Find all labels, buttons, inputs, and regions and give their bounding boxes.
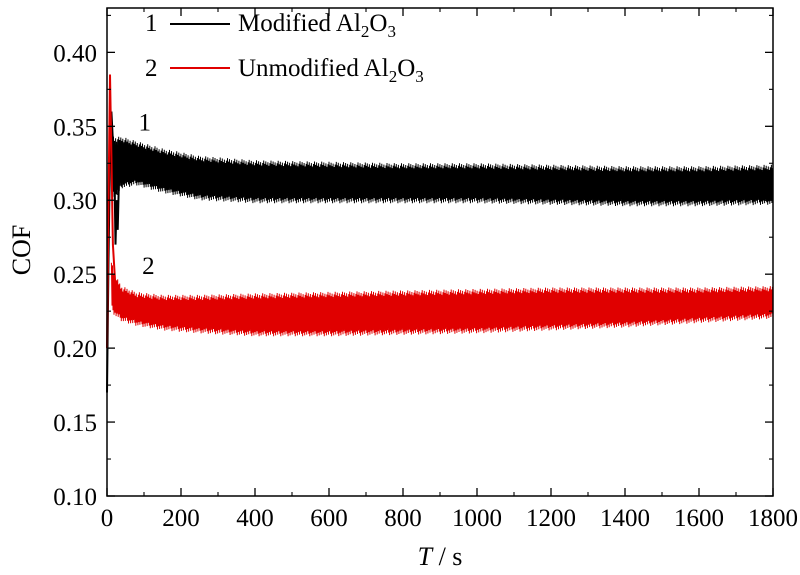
legend-entry-modified: 1 Modified Al2O3	[145, 10, 396, 41]
curve-label-1: 1	[138, 110, 151, 137]
legend-label-subscript: 3	[415, 67, 424, 86]
plot-data	[106, 74, 774, 393]
series-1-oscillation	[110, 133, 774, 207]
plot-frame	[106, 7, 774, 497]
x-axis-title: T / s	[418, 542, 463, 571]
x-tick-label: 0	[101, 505, 114, 532]
series-1-dip	[113, 170, 120, 245]
legend-label-text: Modified Al	[238, 10, 361, 37]
y-tick-label: 0.30	[53, 188, 97, 215]
legend-label-modified: Modified Al2O3	[238, 10, 396, 41]
y-tick-label: 0.35	[53, 114, 97, 141]
x-tick-label: 1400	[600, 505, 650, 532]
y-axis-title: COF	[7, 225, 36, 276]
legend-entry-unmodified: 2 Unmodified Al2O3	[145, 55, 424, 86]
legend-label-text: O	[369, 10, 387, 37]
y-tick-label: 0.15	[53, 410, 97, 437]
x-tick-label: 800	[384, 505, 422, 532]
x-tick-label: 400	[236, 505, 274, 532]
x-axis-title-variable: T	[418, 542, 434, 571]
curve-label-2: 2	[142, 253, 155, 280]
legend-label-subscript: 3	[387, 22, 396, 41]
y-tick-label: 0.40	[53, 40, 97, 67]
legend-entry-number: 2	[145, 55, 158, 82]
legend-label-text: O	[397, 55, 415, 82]
series-2-oscillation	[110, 262, 774, 337]
x-axis-title-unit: / s	[432, 542, 462, 571]
x-tick-label: 600	[310, 505, 348, 532]
x-tick-label: 1800	[748, 505, 798, 532]
x-tick-label: 1600	[674, 505, 724, 532]
y-tick-label: 0.25	[53, 262, 97, 289]
series-2	[106, 74, 774, 349]
legend: 1 Modified Al2O3 2 Unmodified Al2O3	[145, 10, 424, 86]
y-tick-label: 0.10	[53, 484, 97, 511]
legend-label-subscript: 2	[361, 22, 370, 41]
axis-ticks: 0 200 400 600 800 1000 1200 1400 1600 1800 0.10 0.1…	[53, 8, 798, 532]
legend-label-subscript: 2	[389, 67, 398, 86]
legend-entry-number: 1	[145, 10, 158, 37]
y-tick-label: 0.20	[53, 336, 97, 363]
x-tick-label: 1000	[452, 505, 502, 532]
x-tick-label: 1200	[526, 505, 576, 532]
legend-label-text: Unmodified Al	[238, 55, 389, 82]
x-tick-label: 200	[162, 505, 200, 532]
series-1	[106, 111, 774, 393]
legend-label-unmodified: Unmodified Al2O3	[238, 55, 424, 86]
